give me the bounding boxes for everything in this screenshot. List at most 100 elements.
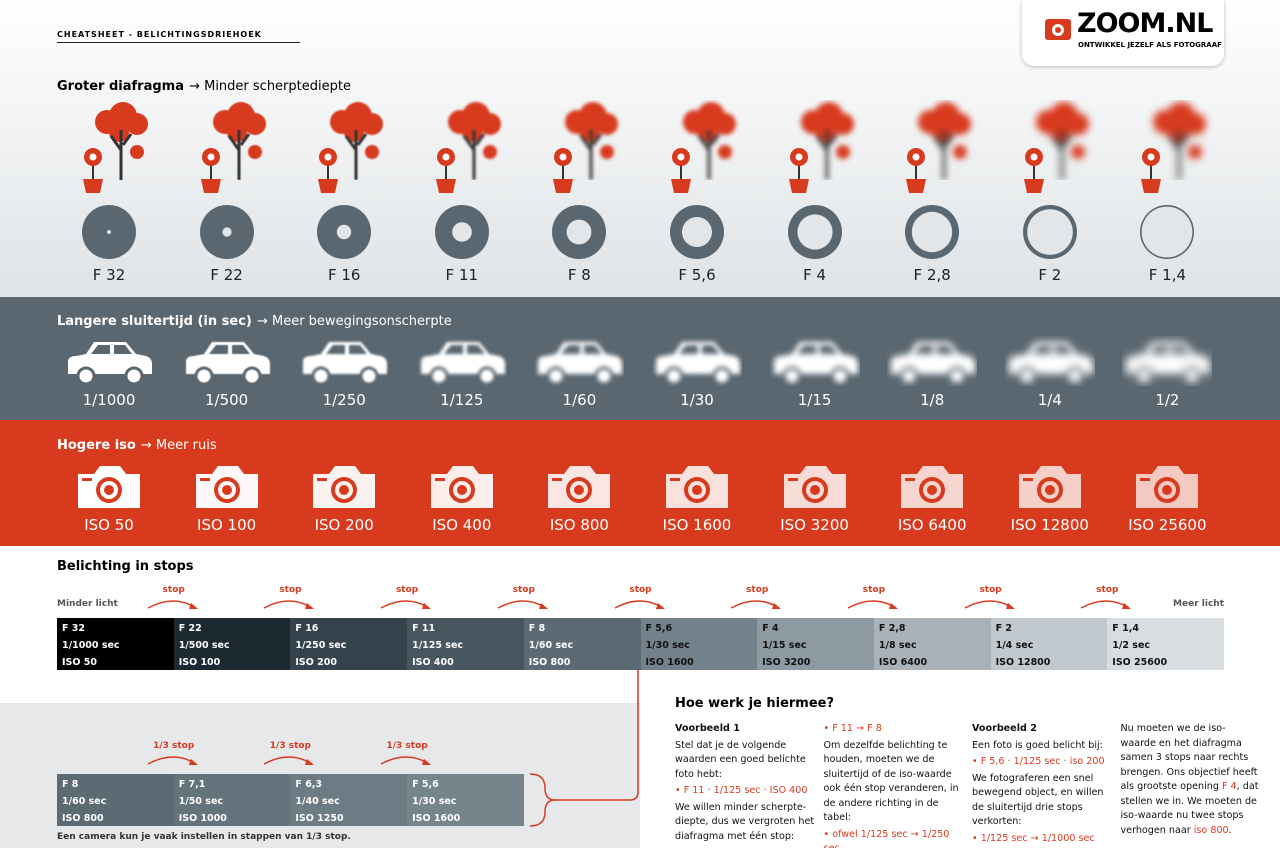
howto-paragraph: • F 11 → F 8: [824, 722, 964, 737]
howto-paragraph: Nu moeten we de iso-waarde en het diafra…: [1121, 722, 1261, 838]
aperture-label: F 2,8: [913, 266, 951, 284]
stop-label: stop: [629, 585, 652, 595]
car-icon: [1126, 342, 1211, 386]
car-icon: [538, 342, 623, 386]
flower-icon: [1141, 148, 1162, 193]
cell-text: 1/60 sec: [528, 640, 574, 651]
howto-text: Nu moeten we de iso-waarde en het diafra…: [1120, 723, 1258, 792]
stop-label: stop: [746, 585, 769, 595]
aperture-label: F 5,6: [678, 266, 716, 284]
stop-label: stop: [1096, 585, 1119, 595]
howto-paragraph: • ofwel 1/125 sec → 1/250 sec: [824, 828, 964, 848]
howto-column: • F 11 → F 8 Om dezelfde belichting te ho…: [824, 722, 964, 848]
car-icon: [68, 342, 152, 386]
table-cell: [173, 774, 291, 826]
car-icon: [303, 342, 388, 386]
tree-icon: [212, 102, 266, 180]
stop-arrow: [264, 756, 315, 765]
cell-text: ISO 3200: [762, 657, 811, 668]
cell-text: ISO 50: [62, 657, 97, 668]
shutter-label: 1/2: [1155, 391, 1180, 409]
stop-label: 1/3 stop: [386, 741, 428, 751]
camera-icon: [548, 466, 611, 508]
camera-icon: [901, 466, 964, 508]
howto-text: Stel dat je de volgende waarden een goed…: [675, 739, 806, 780]
iso-label: ISO 3200: [780, 516, 849, 534]
aperture-icon: [199, 205, 254, 259]
iso-label: ISO 50: [84, 516, 134, 534]
iso-subtitle: → Meer ruis: [140, 438, 217, 453]
howto-column: Voorbeeld 2 Een foto is goed belicht bij:…: [972, 722, 1112, 848]
table-cell: [173, 618, 291, 670]
car-icon: [773, 342, 858, 386]
cell-text: 1/8 sec: [878, 640, 917, 651]
howto-text: Voorbeeld 2: [972, 723, 1037, 734]
stops-right: Meer licht: [1173, 599, 1224, 609]
flower-icon: [435, 148, 456, 193]
howto-title: Hoe werk je hiermee?: [675, 696, 835, 711]
cell-text: 1/50 sec: [178, 796, 224, 807]
howto-text: We willen minder scherpte­diepte, dus we…: [675, 801, 815, 842]
shutter-label: 1/15: [797, 391, 832, 409]
stop-arrow: [264, 600, 315, 609]
cell-text: ISO 400: [412, 657, 454, 668]
stop-label: stop: [395, 585, 419, 595]
flower-icon: [906, 148, 927, 193]
howto-text: • 1/125 sec → 1/1000 sec: [972, 832, 1095, 844]
flower-icon: [553, 148, 574, 193]
iso-label: ISO 100: [197, 516, 257, 534]
cell-text: F 5,6: [645, 623, 673, 634]
cell-text: F 1,4: [1112, 623, 1139, 634]
shutter-label: 1/60: [562, 391, 597, 409]
stop-arrow: [380, 600, 432, 609]
howto-paragraph: We fotograferen een snel bewegend object…: [972, 772, 1112, 830]
logo: ZOOM.NL: [1077, 8, 1213, 39]
table-cell: [1107, 618, 1225, 670]
flower-icon: [83, 148, 103, 193]
howto-paragraph: Om dezelfde belichting te houden, moeten…: [824, 739, 964, 826]
aperture-icon: [552, 205, 607, 259]
iso-label: ISO 12800: [1010, 516, 1089, 534]
howto-text: Om dezelfde belichting te houden, moeten…: [823, 739, 959, 824]
stop-arrow: [964, 600, 1015, 609]
stop-arrow: [1080, 600, 1132, 609]
flower-icon: [318, 148, 339, 193]
shutter-title: Langere sluitertijd (in sec): [57, 314, 252, 329]
stop-label: 1/3 stop: [153, 741, 195, 751]
aperture-label: F 1,4: [1148, 266, 1187, 284]
logo-icon: [1045, 19, 1071, 40]
table-cell: [407, 618, 525, 670]
stop-arrow: [380, 756, 432, 765]
aperture-icon: [670, 205, 724, 259]
stop-arrow: [730, 600, 782, 609]
iso-label: ISO 800: [549, 516, 609, 534]
tree-icon: [565, 102, 619, 180]
table-cell: [407, 774, 525, 826]
stop-arrow: [147, 600, 198, 609]
camera-icon: [430, 466, 493, 508]
howto-text: , dat stellen we in. We moeten de iso-wa…: [1120, 781, 1259, 836]
aperture-icon: [787, 205, 842, 259]
stop-arrow: [497, 600, 548, 609]
car-icon: [656, 342, 740, 386]
aperture-icon: [82, 205, 136, 259]
howto-paragraph: • 1/125 sec → 1/1000 sec: [972, 832, 1112, 847]
aperture-subtitle: → Minder scherptediepte: [189, 79, 351, 94]
howto-paragraph: Voorbeeld 1: [675, 722, 815, 737]
car-icon: [1008, 342, 1093, 386]
stop-label: stop: [512, 585, 535, 595]
table-cell: [523, 618, 641, 670]
shutter-label: 1/4: [1037, 391, 1062, 409]
cell-text: ISO 1600: [412, 813, 461, 824]
howto-text: iso 800: [1193, 824, 1229, 836]
aperture-icon: [1022, 205, 1077, 259]
flower-icon: [671, 148, 691, 193]
camera-icon: [783, 466, 846, 508]
cell-text: 1/30 sec: [645, 640, 690, 651]
cell-text: F 32: [62, 623, 86, 634]
howto-text: Voorbeeld 1: [675, 723, 740, 734]
aperture-title: Groter diafragma: [57, 79, 184, 94]
shutter-label: 1/125: [440, 391, 484, 409]
cell-text: 1/4 sec: [995, 640, 1034, 651]
